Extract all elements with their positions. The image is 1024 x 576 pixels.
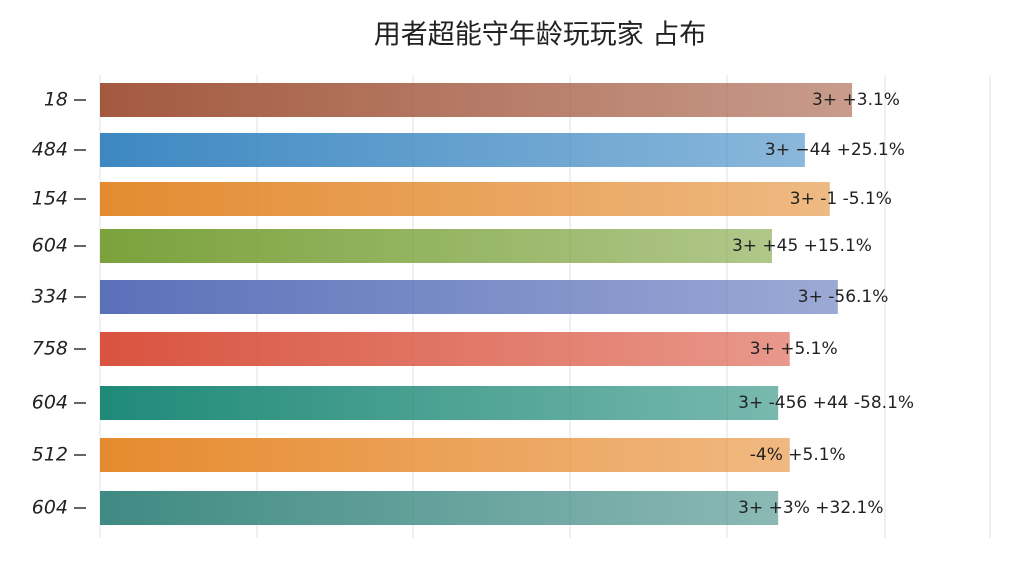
- y-tick-label: 604: [32, 392, 68, 414]
- bar: [100, 229, 772, 263]
- bar-annotation: 3+ +3% +32.1%: [738, 498, 883, 518]
- y-tick-label: 484: [32, 139, 68, 161]
- bar: [100, 280, 838, 314]
- bar: [100, 438, 790, 472]
- bar: [100, 386, 779, 420]
- bar-annotation: 3+ +5.1%: [750, 339, 838, 359]
- y-tick-label: 604: [32, 235, 68, 257]
- chart-title: 用者超能守年龄玩玩家 占布: [374, 20, 707, 51]
- bar: [100, 491, 779, 525]
- bar: [100, 133, 805, 167]
- y-tick-label: 604: [32, 497, 68, 519]
- bar-annotation: 3+ +3.1%: [812, 90, 900, 110]
- bar-annotation: -4% +5.1%: [750, 445, 846, 465]
- bar-annotation: 3+ +45 +15.1%: [732, 236, 872, 256]
- y-tick-label: 334: [32, 286, 68, 308]
- y-tick-label: 18: [44, 89, 68, 111]
- y-tick-label: 758: [32, 338, 68, 360]
- y-tick-label: 154: [32, 188, 68, 210]
- bar: [100, 332, 790, 366]
- y-tick-label: 512: [32, 444, 68, 466]
- bar: [100, 182, 830, 216]
- bar-annotation: 3+ -1 -5.1%: [790, 189, 892, 209]
- bar-annotation: 3+ -456 +44 -58.1%: [738, 393, 914, 413]
- bar-annotation: 3+ −44 +25.1%: [765, 140, 905, 160]
- bar-annotation: 3+ -56.1%: [798, 287, 889, 307]
- bar: [100, 83, 853, 117]
